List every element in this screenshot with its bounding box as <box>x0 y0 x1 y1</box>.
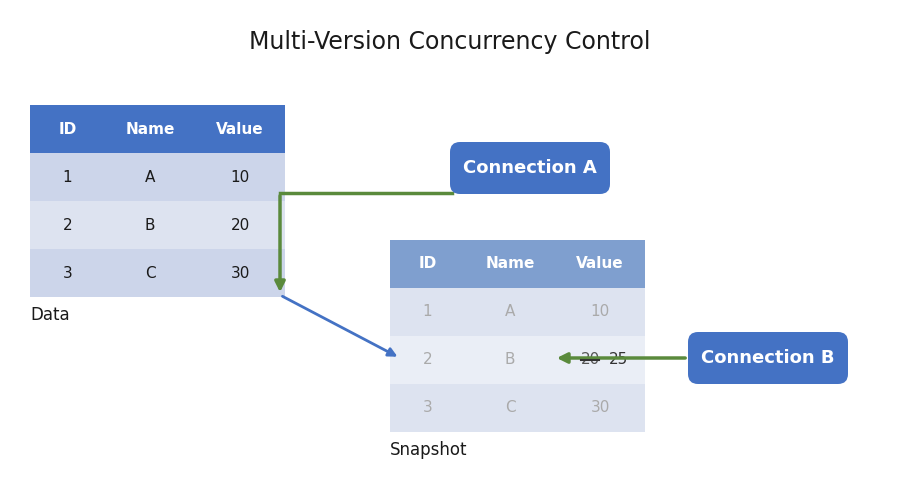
Text: B: B <box>505 352 515 367</box>
Bar <box>30 249 105 297</box>
Bar <box>465 240 555 288</box>
Bar <box>195 153 285 201</box>
Bar <box>105 153 195 201</box>
Bar <box>390 384 465 432</box>
Text: ID: ID <box>58 121 76 137</box>
Text: 1: 1 <box>63 169 72 184</box>
Text: 3: 3 <box>423 401 432 415</box>
Bar <box>390 336 465 384</box>
FancyBboxPatch shape <box>450 142 610 194</box>
Text: 10: 10 <box>230 169 249 184</box>
Text: B: B <box>145 218 155 233</box>
Bar <box>390 288 465 336</box>
Text: 3: 3 <box>63 265 72 280</box>
Text: Value: Value <box>576 256 624 271</box>
Text: Name: Name <box>125 121 175 137</box>
Bar <box>30 201 105 249</box>
Text: 2: 2 <box>63 218 72 233</box>
Text: C: C <box>145 265 156 280</box>
Text: Connection B: Connection B <box>701 349 835 367</box>
Text: Data: Data <box>30 306 69 324</box>
Text: 20: 20 <box>580 352 599 367</box>
Text: C: C <box>505 401 516 415</box>
FancyBboxPatch shape <box>688 332 848 384</box>
Bar <box>555 240 645 288</box>
Bar <box>390 240 465 288</box>
Text: A: A <box>505 305 515 320</box>
Text: 30: 30 <box>230 265 249 280</box>
Text: Snapshot: Snapshot <box>390 441 467 459</box>
Bar <box>30 105 105 153</box>
Text: 25: 25 <box>608 352 627 367</box>
Bar <box>195 105 285 153</box>
Bar <box>105 249 195 297</box>
Text: Name: Name <box>485 256 535 271</box>
Text: 20: 20 <box>230 218 249 233</box>
Bar <box>555 336 645 384</box>
Text: Value: Value <box>216 121 264 137</box>
Bar <box>105 201 195 249</box>
Bar <box>195 201 285 249</box>
Bar <box>555 384 645 432</box>
Text: 10: 10 <box>590 305 609 320</box>
Bar <box>30 153 105 201</box>
Bar <box>465 384 555 432</box>
Bar <box>555 288 645 336</box>
Bar <box>195 249 285 297</box>
Bar <box>465 336 555 384</box>
Text: ID: ID <box>418 256 436 271</box>
Text: A: A <box>145 169 155 184</box>
Text: Connection A: Connection A <box>464 159 597 177</box>
Text: 1: 1 <box>423 305 432 320</box>
Bar <box>105 105 195 153</box>
Text: 2: 2 <box>423 352 432 367</box>
Text: 30: 30 <box>590 401 609 415</box>
Text: Multi-Version Concurrency Control: Multi-Version Concurrency Control <box>249 30 651 54</box>
Bar <box>465 288 555 336</box>
